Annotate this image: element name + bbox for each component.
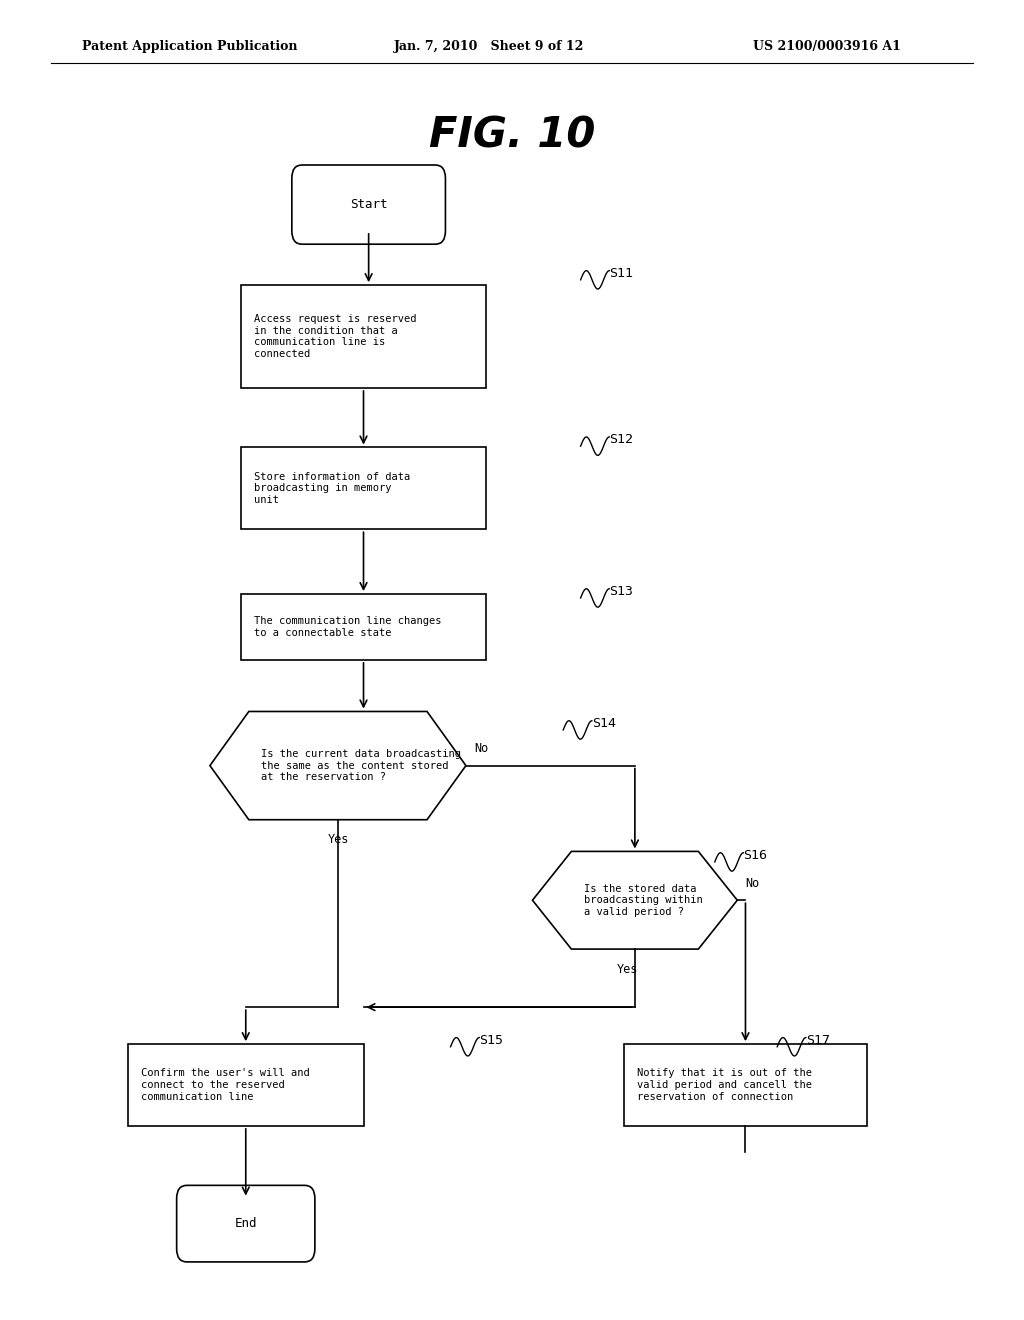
Text: Jan. 7, 2010   Sheet 9 of 12: Jan. 7, 2010 Sheet 9 of 12 bbox=[394, 40, 585, 53]
FancyBboxPatch shape bbox=[292, 165, 445, 244]
Text: Start: Start bbox=[350, 198, 387, 211]
Text: S12: S12 bbox=[609, 433, 633, 446]
Text: Yes: Yes bbox=[616, 962, 638, 975]
Text: S13: S13 bbox=[609, 585, 633, 598]
Text: Is the current data broadcasting
the same as the content stored
at the reservati: Is the current data broadcasting the sam… bbox=[261, 748, 461, 783]
Text: S16: S16 bbox=[743, 849, 767, 862]
Text: Yes: Yes bbox=[328, 833, 349, 846]
Text: The communication line changes
to a connectable state: The communication line changes to a conn… bbox=[254, 616, 441, 638]
Text: Confirm the user's will and
connect to the reserved
communication line: Confirm the user's will and connect to t… bbox=[141, 1068, 310, 1102]
Text: S14: S14 bbox=[592, 717, 615, 730]
Polygon shape bbox=[210, 711, 466, 820]
Text: FIG. 10: FIG. 10 bbox=[429, 115, 595, 157]
FancyBboxPatch shape bbox=[624, 1044, 867, 1126]
Text: S11: S11 bbox=[609, 267, 633, 280]
Text: End: End bbox=[234, 1217, 257, 1230]
Text: US 2100/0003916 A1: US 2100/0003916 A1 bbox=[753, 40, 900, 53]
FancyBboxPatch shape bbox=[176, 1185, 315, 1262]
FancyBboxPatch shape bbox=[241, 447, 486, 529]
Text: Is the stored data
broadcasting within
a valid period ?: Is the stored data broadcasting within a… bbox=[584, 883, 702, 917]
Text: No: No bbox=[474, 742, 488, 755]
Text: No: No bbox=[745, 876, 760, 890]
Text: S17: S17 bbox=[806, 1034, 829, 1047]
Text: Access request is reserved
in the condition that a
communication line is
connect: Access request is reserved in the condit… bbox=[254, 314, 417, 359]
FancyBboxPatch shape bbox=[241, 285, 486, 388]
Text: Notify that it is out of the
valid period and cancell the
reservation of connect: Notify that it is out of the valid perio… bbox=[637, 1068, 812, 1102]
Text: Store information of data
broadcasting in memory
unit: Store information of data broadcasting i… bbox=[254, 471, 411, 506]
FancyBboxPatch shape bbox=[241, 594, 486, 660]
FancyBboxPatch shape bbox=[128, 1044, 364, 1126]
Polygon shape bbox=[532, 851, 737, 949]
Text: S15: S15 bbox=[479, 1034, 503, 1047]
Text: Patent Application Publication: Patent Application Publication bbox=[82, 40, 297, 53]
